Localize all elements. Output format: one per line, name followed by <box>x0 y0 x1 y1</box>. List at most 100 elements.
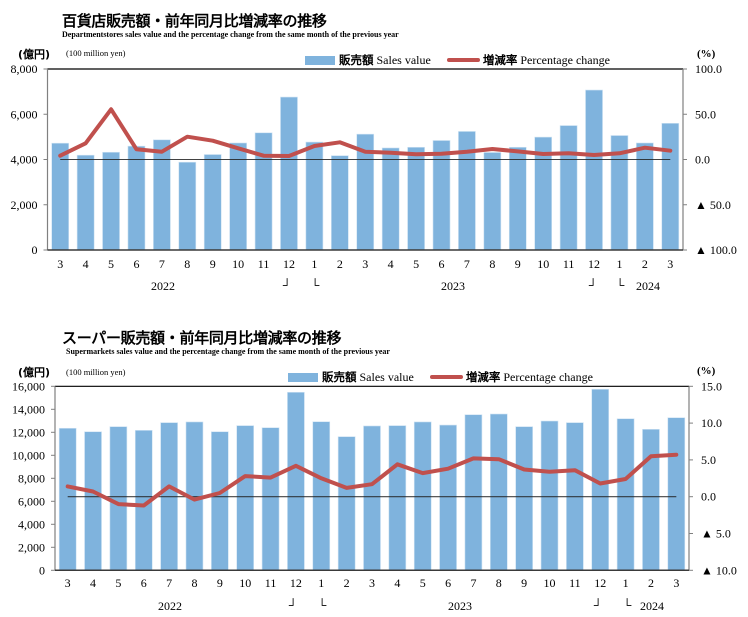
year-label: 2023 <box>448 599 472 613</box>
legend-label-en: Sales value <box>376 52 431 67</box>
x-tick-label: 8 <box>496 576 502 590</box>
year-separator-mark: └ <box>616 278 625 292</box>
legend-bar-swatch <box>288 372 318 382</box>
bar <box>490 413 508 571</box>
legend-item-sales: 販売額 Sales value <box>288 369 414 385</box>
x-tick-label: 4 <box>388 257 394 271</box>
x-tick-label: 7 <box>166 576 172 590</box>
x-tick-label: 5 <box>108 257 114 271</box>
year-label: 2022 <box>151 279 175 293</box>
year-label: 2023 <box>441 279 465 293</box>
y2-tick-label: ▲ 5.0 <box>701 527 731 541</box>
bar <box>413 421 432 571</box>
x-tick-label: 1 <box>318 576 324 590</box>
x-tick-label: 3 <box>673 576 679 590</box>
year-label: 2024 <box>636 279 660 293</box>
bar <box>84 431 102 571</box>
x-tick-label: 5 <box>413 257 419 271</box>
year-separator-mark: ┘ <box>594 598 603 612</box>
legend-label-en: Percentage change <box>520 52 610 67</box>
chart-legend: 販売額 Sales value 増減率 Percentage change <box>288 369 609 385</box>
x-tick-label: 3 <box>667 257 673 271</box>
department-store-chart: 百貨店販売額・前年同月比増減率の推移 Departmentstores sale… <box>0 0 748 305</box>
legend-label-jp: 増減率 <box>465 370 501 384</box>
x-tick-label: 5 <box>420 576 426 590</box>
x-tick-label: 9 <box>521 576 527 590</box>
x-tick-label: 11 <box>569 576 581 590</box>
x-tick-label: 7 <box>159 257 165 271</box>
bar <box>211 431 229 571</box>
x-tick-label: 3 <box>65 576 71 590</box>
y2-axis-label: (%) <box>697 48 716 60</box>
x-tick-label: 11 <box>258 257 270 271</box>
y-axis-unit-note: (100 million yen) <box>66 367 126 377</box>
bar <box>515 426 533 571</box>
x-tick-label: 10 <box>537 257 549 271</box>
y2-tick-label: 5.0 <box>701 453 716 467</box>
x-tick-label: 5 <box>115 576 121 590</box>
x-tick-label: 12 <box>283 257 295 271</box>
y-tick-label: 6,000 <box>11 107 38 121</box>
x-tick-label: 9 <box>210 257 216 271</box>
year-separator-mark: ┘ <box>289 598 298 612</box>
y2-tick-label: 15.0 <box>701 379 722 393</box>
y-tick-label: 14,000 <box>12 402 45 416</box>
year-separator-mark: ┘ <box>589 278 598 292</box>
chart-plot-area: 8,000 6,000 4,000 2,000 0 100.0 50.0 0.0 ▲ 50.0 ▲… <box>11 62 737 293</box>
bar <box>337 436 356 571</box>
bar <box>540 420 559 571</box>
chart-subtitle: Supermarkets sales value and the percent… <box>66 347 390 356</box>
y-tick-label: 4,000 <box>18 517 45 531</box>
x-tick-label: 11 <box>265 576 277 590</box>
x-tick-label: 8 <box>191 576 197 590</box>
y2-tick-label: 50.0 <box>695 107 716 121</box>
y-axis-unit-note: (100 million yen) <box>66 48 126 58</box>
legend-line-swatch <box>446 58 480 62</box>
bar <box>109 426 128 571</box>
y-tick-label: 8,000 <box>18 471 45 485</box>
x-tick-label: 7 <box>470 576 476 590</box>
y-tick-label: 4,000 <box>11 153 38 167</box>
x-tick-label: 1 <box>623 576 629 590</box>
x-tick-label: 10 <box>544 576 556 590</box>
x-tick-label: 10 <box>239 576 251 590</box>
y-tick-label: 2,000 <box>11 198 38 212</box>
x-tick-label: 6 <box>141 576 147 590</box>
x-tick-label: 1 <box>311 257 317 271</box>
y-tick-label: 16,000 <box>12 379 45 393</box>
y-tick-label: 0 <box>39 563 45 577</box>
legend-item-sales: 販売額 Sales value <box>305 52 431 68</box>
chart-legend: 販売額 Sales value 増減率 Percentage change <box>305 52 626 68</box>
x-tick-label: 3 <box>369 576 375 590</box>
y2-tick-label: ▲ 10.0 <box>701 563 737 577</box>
y-tick-label: 2,000 <box>18 540 45 554</box>
year-separator-mark: ┘ <box>283 278 292 292</box>
year-separator-mark: └ <box>623 598 632 612</box>
legend-label-jp: 販売額 <box>339 53 374 67</box>
bar <box>312 421 331 571</box>
y-tick-label: 8,000 <box>11 62 38 76</box>
x-tick-label: 12 <box>594 576 606 590</box>
bar <box>388 425 407 571</box>
x-tick-label: 10 <box>232 257 244 271</box>
x-tick-label: 6 <box>133 257 139 271</box>
year-separator-mark: └ <box>318 598 327 612</box>
y-axis-label: (億円) <box>18 48 51 61</box>
legend-label-jp: 増減率 <box>482 53 518 67</box>
y-tick-label: 10,000 <box>12 448 45 462</box>
y2-tick-label: 100.0 <box>695 62 722 76</box>
year-separator-mark: └ <box>311 278 320 292</box>
legend-item-change: 増減率 Percentage change <box>429 369 593 385</box>
bar <box>261 427 280 571</box>
bar <box>642 429 660 571</box>
y2-tick-label: ▲ 100.0 <box>695 243 737 257</box>
x-tick-label: 4 <box>90 576 96 590</box>
x-tick-label: 4 <box>394 576 400 590</box>
x-tick-label: 2 <box>337 257 343 271</box>
bar <box>58 427 77 571</box>
year-label: 2024 <box>640 599 664 613</box>
x-tick-label: 8 <box>489 257 495 271</box>
x-tick-label: 9 <box>217 576 223 590</box>
